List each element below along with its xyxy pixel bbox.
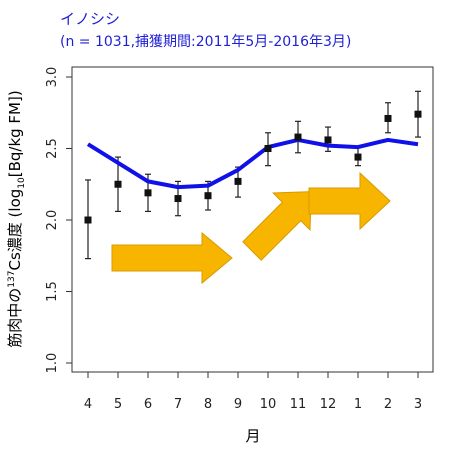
x-axis-label: 月 [245, 427, 260, 445]
chart-subtitle: (n = 1031,捕獲期間:2011年5月-2016年3月) [60, 34, 351, 50]
x-tick-label: 10 [260, 397, 277, 412]
y-axis-label-part: 筋肉中の [6, 288, 24, 348]
y-tick-label: 1.0 [45, 353, 60, 374]
data-points [84, 110, 422, 224]
y-tick-label: 2.0 [45, 210, 60, 231]
chart-title: イノシシ [60, 10, 120, 28]
y-tick-label: 3.0 [45, 67, 60, 88]
x-tick-label: 2 [384, 397, 392, 412]
x-tick-label: 3 [414, 397, 422, 412]
x-axis: 4 5 6 7 8 9 10 11 12 1 2 3 [84, 372, 422, 412]
data-point [174, 195, 182, 203]
data-point [384, 114, 392, 122]
x-tick-label: 7 [174, 397, 182, 412]
data-point [84, 216, 92, 224]
data-point [264, 145, 272, 152]
data-point [234, 177, 242, 185]
data-point [414, 110, 422, 118]
x-tick-label: 9 [234, 397, 242, 412]
trend-line-layer [86, 137, 419, 190]
y-axis-label: 筋肉中の137Cs濃度 (log10[Bq/kg FM]) [6, 90, 27, 347]
x-tick-label: 6 [144, 397, 152, 412]
x-tick-label: 4 [84, 397, 92, 412]
data-point [114, 180, 122, 188]
arrow-right-icon [111, 231, 233, 285]
y-axis-label-sup: 137 [7, 271, 17, 288]
y-tick-label: 1.5 [45, 281, 60, 302]
y-axis-label-part: [Bq/kg FM]) [6, 90, 24, 177]
x-tick-label: 1 [354, 397, 362, 412]
y-axis-label-sub: 10 [17, 177, 27, 189]
x-tick-label: 11 [290, 397, 307, 412]
x-tick-label: 8 [204, 397, 212, 412]
y-axis: 1.0 1.5 2.0 2.5 3.0 [45, 67, 72, 374]
data-point [144, 189, 152, 197]
data-point [354, 153, 362, 161]
plot-frame [71, 66, 434, 373]
y-tick-label: 2.5 [45, 138, 60, 159]
data-point [204, 192, 212, 200]
trend-line [86, 137, 419, 190]
data-point [324, 136, 332, 144]
data-point [294, 133, 302, 141]
x-tick-label: 5 [114, 397, 122, 412]
x-tick-label: 12 [320, 397, 337, 412]
y-axis-label-part: Cs濃度 (log [6, 189, 24, 271]
arrow-right-icon [308, 171, 391, 231]
